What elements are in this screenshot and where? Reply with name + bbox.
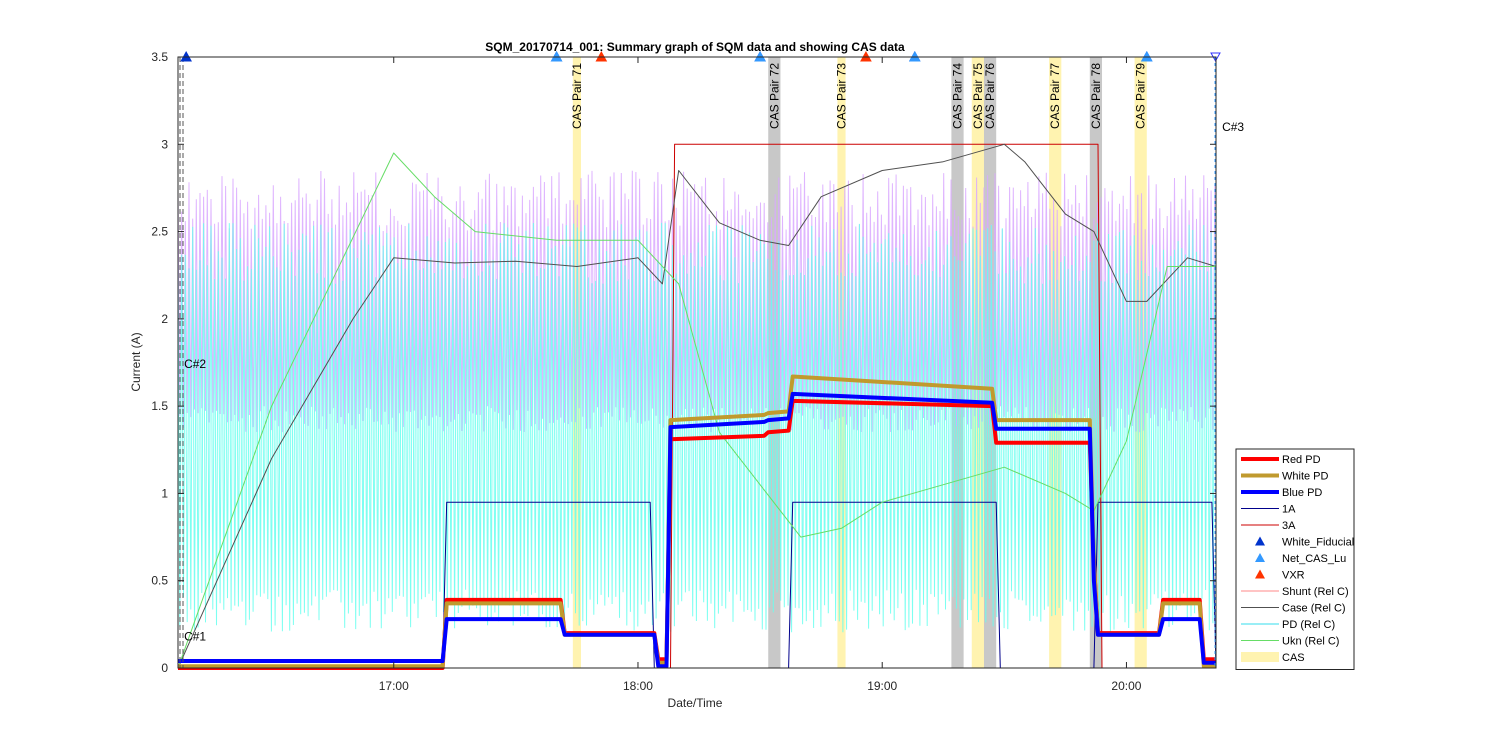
x-tick-label: 20:00 <box>1111 679 1141 693</box>
legend-label: Net_CAS_Lu <box>1282 553 1346 565</box>
legend-label: White PD <box>1282 471 1329 483</box>
chart-title: SQM_20170714_001: Summary graph of SQM d… <box>485 40 905 54</box>
cas-band-label: CAS Pair 78 <box>1089 63 1103 129</box>
x-tick-label: 18:00 <box>623 679 653 693</box>
y-tick-label: 3.5 <box>151 50 168 64</box>
legend-label: 3A <box>1282 520 1296 532</box>
y-tick-label: 1.5 <box>151 399 168 413</box>
series-line <box>178 391 1216 669</box>
cas-band-label: CAS Pair 76 <box>983 63 997 129</box>
y-tick-label: 2 <box>161 312 168 326</box>
y-tick-label: 0 <box>161 661 168 675</box>
cas-band-label: CAS Pair 79 <box>1134 63 1148 129</box>
legend-swatch <box>1255 569 1265 579</box>
plot-area: CAS Pair 71 CAS Pair 72 CAS Pair 73 CAS Pai… <box>151 50 1244 693</box>
legend-label: 1A <box>1282 504 1296 516</box>
series-line <box>177 143 1217 669</box>
legend-swatch <box>1255 536 1265 546</box>
legend-label: Red PD <box>1282 454 1321 466</box>
y-tick-label: 0.5 <box>151 574 168 588</box>
legend-swatch <box>1241 652 1279 662</box>
legend-label: Case (Rel C) <box>1282 603 1346 615</box>
legend-label: White_Fiducial <box>1282 537 1354 549</box>
cas-band-label: CAS Pair 72 <box>767 63 781 129</box>
y-tick-label: 3 <box>161 137 168 151</box>
legend-label: CAS <box>1282 652 1305 664</box>
x-axis-label: Date/Time <box>668 696 723 710</box>
y-axis-label: Current (A) <box>129 332 143 391</box>
legend-label: Blue PD <box>1282 487 1322 499</box>
legend-swatch <box>1255 553 1265 562</box>
legend-label: Ukn (Rel C) <box>1282 636 1339 648</box>
x-tick-label: 19:00 <box>867 679 897 693</box>
cas-band-label: CAS Pair 74 <box>951 63 965 129</box>
y-tick-label: 1 <box>161 486 168 500</box>
legend-label: PD (Rel C) <box>1282 619 1335 631</box>
cas-band-label: CAS Pair 73 <box>835 63 849 129</box>
cas-band-label: CAS Pair 77 <box>1048 63 1062 129</box>
legend-label: Shunt (Rel C) <box>1282 586 1349 598</box>
annotation-label: C#3 <box>1222 120 1244 134</box>
legend-label: VXR <box>1282 570 1305 582</box>
cas-band-label: CAS Pair 71 <box>570 63 584 129</box>
annotation-label: C#1 <box>184 630 206 644</box>
legend-box <box>1235 448 1355 670</box>
annotation-label: C#2 <box>184 357 206 371</box>
axes-box <box>177 56 1217 669</box>
x-tick-label: 17:00 <box>379 679 409 693</box>
cas-band-label: CAS Pair 75 <box>971 63 985 129</box>
series-line <box>177 222 1216 634</box>
legend: Red PD White PD Blue PD 1A 3A White_Fiducial N… <box>1235 448 1355 670</box>
y-tick-label: 2.5 <box>151 225 168 239</box>
